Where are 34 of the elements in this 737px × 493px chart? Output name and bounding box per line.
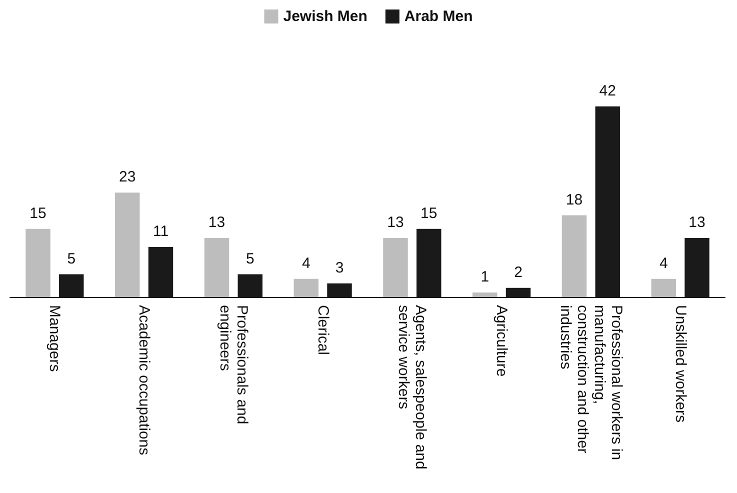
data-label: 2 bbox=[514, 264, 522, 281]
x-tick-label: Agents, salespeople and service workers bbox=[395, 305, 430, 474]
data-label: 3 bbox=[335, 259, 344, 276]
data-label: 15 bbox=[30, 204, 46, 222]
legend-label: Arab Men bbox=[404, 8, 473, 25]
bar bbox=[204, 238, 230, 297]
bar bbox=[115, 192, 140, 297]
x-tick-label: Managers bbox=[46, 305, 64, 372]
data-label: 15 bbox=[420, 204, 438, 222]
data-label: 4 bbox=[302, 254, 310, 272]
data-label: 42 bbox=[599, 82, 616, 100]
data-label: 13 bbox=[387, 214, 404, 231]
x-tick-label: Clerical bbox=[314, 305, 332, 356]
data-label: 11 bbox=[152, 223, 169, 240]
bar bbox=[651, 278, 676, 297]
bar bbox=[294, 278, 318, 297]
x-tick-label: Academic occupations bbox=[136, 305, 153, 456]
bar bbox=[26, 228, 50, 297]
x-tick-label: Professional workers in manufacturing, construction and other industries bbox=[556, 305, 625, 464]
data-label: 1 bbox=[480, 268, 490, 286]
bar bbox=[562, 215, 587, 297]
x-tick-label: Professionals and engineers bbox=[216, 305, 250, 428]
data-label: 4 bbox=[659, 254, 668, 272]
data-label: 5 bbox=[67, 250, 76, 268]
x-tick-label: Unskilled workers bbox=[672, 305, 689, 423]
data-label: 23 bbox=[119, 168, 136, 186]
bar bbox=[383, 238, 408, 297]
x-tick-label: Agriculture bbox=[493, 305, 510, 377]
data-label: 18 bbox=[566, 191, 583, 208]
legend-label: Jewish Men bbox=[283, 8, 368, 25]
bar bbox=[472, 292, 498, 297]
data-label: 13 bbox=[688, 214, 706, 231]
data-label: 13 bbox=[208, 214, 226, 231]
data-label: 5 bbox=[246, 250, 254, 268]
